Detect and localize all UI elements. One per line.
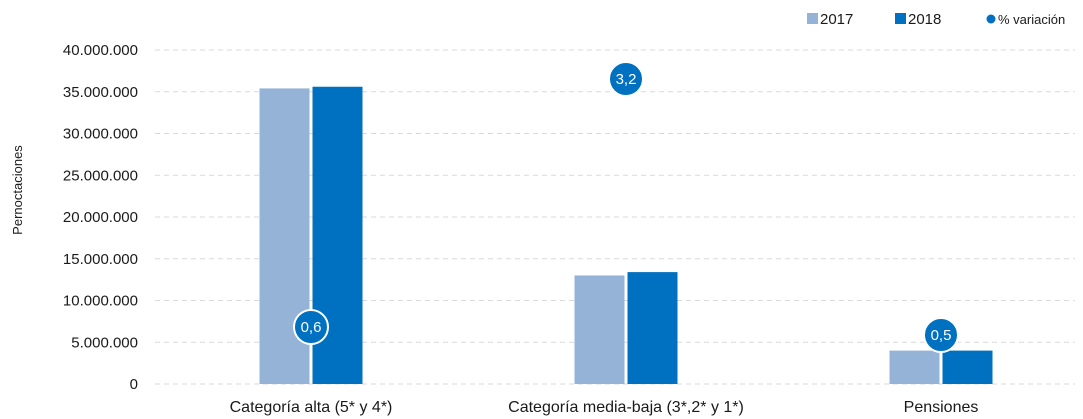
x-axis-categories: Categoría alta (5* y 4*) Categoría media-…	[230, 399, 979, 416]
legend-swatch-2018	[895, 13, 906, 24]
category-label: Pensiones	[904, 399, 979, 416]
legend: 2017 2018 % variación	[807, 11, 1065, 28]
bar-2017-2	[575, 275, 625, 384]
category-label: Categoría media-baja (3*,2* y 1*)	[508, 399, 744, 416]
legend-swatch-variation	[987, 15, 996, 24]
y-tick-label: 25.000.000	[63, 167, 138, 184]
variation-label: 0,5	[931, 327, 952, 344]
legend-label-2017: 2017	[820, 11, 853, 28]
category-label: Categoría alta (5* y 4*)	[230, 399, 393, 416]
y-tick-label: 0	[130, 376, 138, 393]
bar-2017-3	[890, 351, 940, 384]
y-tick-label: 5.000.000	[71, 334, 138, 351]
legend-label-2018: 2018	[908, 11, 941, 28]
y-axis-ticks: 0 5.000.000 10.000.000 15.000.000 20.000.000…	[63, 42, 138, 393]
legend-swatch-2017	[807, 13, 818, 24]
legend-label-variation: % variación	[998, 12, 1065, 27]
variation-label: 3,2	[616, 71, 637, 88]
y-tick-label: 20.000.000	[63, 209, 138, 226]
variation-markers: 0,6 3,2 0,5	[294, 62, 958, 352]
y-axis-label: Pernoctaciones	[10, 145, 25, 235]
y-tick-label: 15.000.000	[63, 251, 138, 268]
y-tick-label: 40.000.000	[63, 42, 138, 59]
bars	[260, 87, 993, 384]
y-tick-label: 30.000.000	[63, 126, 138, 143]
y-tick-label: 10.000.000	[63, 293, 138, 310]
bar-2018-2	[628, 272, 678, 384]
y-tick-label: 35.000.000	[63, 84, 138, 101]
variation-label: 0,6	[301, 319, 322, 336]
bar-2018-3	[943, 351, 993, 384]
